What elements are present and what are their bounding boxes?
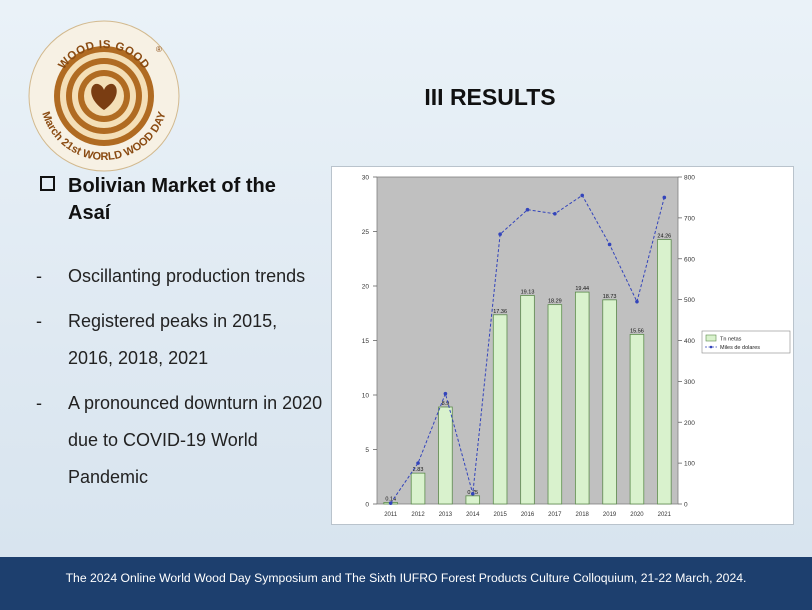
world-wood-day-logo: WOOD IS GOOD ® March 21st WORLD WOOD DAY (28, 20, 180, 172)
y-right-tick-label: 400 (684, 338, 695, 345)
y-right-tick-label: 700 (684, 215, 695, 222)
y-right-tick-label: 200 (684, 420, 695, 427)
bullet-dash: - (36, 311, 42, 331)
y-left-tick-label: 0 (365, 502, 369, 509)
y-left-tick-label: 15 (362, 338, 370, 345)
y-left-tick-label: 30 (362, 175, 370, 182)
chart-legend: Tn netas Miles de dolares (701, 330, 791, 354)
bar (602, 299, 617, 505)
x-tick-label: 2014 (466, 512, 480, 518)
heart-icon (91, 83, 117, 110)
bar (465, 495, 481, 505)
x-tick-label: 2015 (493, 512, 507, 518)
x-tick-label: 2011 (384, 512, 398, 518)
line-point (498, 232, 502, 237)
y-right-tick-label: 500 (684, 297, 695, 304)
chart-panel: 0 5 10 15 20 25 30 0 100 200 300 400 500 600 700 800 0.1… (331, 166, 794, 525)
bullet-list: - Oscillanting production trends - Registe… (36, 258, 326, 504)
bar-value-label: 2.83 (413, 467, 424, 473)
y-right-tick-label: 0 (684, 502, 688, 509)
heading-line-1: Bolivian Market of the (68, 175, 276, 197)
footer-bar: The 2024 Online World Wood Day Symposium… (0, 557, 812, 610)
bar-value-label: 0.14 (385, 496, 396, 502)
bar (410, 472, 426, 505)
line-point (470, 491, 475, 496)
bar-value-label: 24.26 (657, 234, 671, 240)
asai-market-chart: 05101520253001002003004005006007008000.1… (362, 175, 791, 518)
bar-value-label: 15.56 (630, 328, 644, 334)
legend-label: Miles de dolares (720, 345, 760, 351)
bar-value-label: 19.44 (575, 286, 589, 292)
bar (657, 239, 672, 505)
bullet-dash: - (36, 393, 42, 413)
line-point (662, 195, 667, 200)
y-right-tick-label: 600 (684, 256, 695, 263)
x-tick-label: 2012 (411, 512, 425, 518)
y-left-tick-label: 20 (362, 284, 370, 291)
slide-title: III RESULTS (424, 84, 556, 110)
x-tick-label: 2020 (630, 512, 644, 518)
bar (629, 333, 645, 505)
line-point (443, 391, 448, 396)
line-point (553, 211, 557, 216)
bar-value-label: 18.73 (603, 294, 617, 300)
x-tick-label: 2018 (576, 512, 590, 518)
y-left-tick-label: 10 (362, 393, 370, 400)
legend-label: Tn netas (720, 337, 742, 343)
line-point (580, 193, 585, 198)
legend-bar-swatch (705, 334, 717, 342)
bar (520, 295, 535, 505)
x-tick-label: 2019 (603, 512, 617, 518)
bullet-item: - Oscillanting production trends (36, 258, 326, 295)
line-point (635, 299, 639, 304)
heading-line-2: Asaí (68, 202, 111, 224)
y-left-tick-label: 25 (362, 229, 370, 236)
y-right-tick-label: 800 (684, 175, 695, 182)
bar-value-label: 19.13 (521, 289, 535, 295)
line-series (390, 194, 665, 504)
bar-value-label: 8.9 (442, 401, 450, 407)
bullet-dash: - (36, 266, 42, 286)
y-right-tick-label: 100 (684, 461, 695, 468)
line-point (607, 242, 612, 247)
bar (438, 406, 453, 505)
bar (492, 314, 508, 505)
line-point (416, 461, 420, 465)
logo-registered-mark: ® (156, 45, 162, 54)
line-point (388, 501, 393, 505)
y-left-tick-label: 5 (365, 447, 369, 454)
bullet-item: - Registered peaks in 2015, 2016, 2018, 2… (36, 303, 326, 377)
x-tick-label: 2021 (658, 512, 672, 518)
y-right-tick-label: 300 (684, 379, 695, 386)
bar (547, 304, 563, 505)
bar-value-label: 18.29 (548, 299, 562, 305)
footer-text: The 2024 Online World Wood Day Symposium… (65, 571, 747, 585)
bar-value-label: 17.36 (493, 309, 507, 315)
bullet-item: -A pronounced downturn in 2020 due to CO… (36, 385, 326, 496)
line-point (525, 207, 530, 212)
bar (574, 291, 590, 505)
checkbox-bullet-icon (40, 176, 55, 191)
section-heading: Bolivian Market of the Asaí (40, 173, 315, 227)
x-tick-label: 2016 (521, 512, 535, 518)
x-tick-label: 2013 (439, 512, 453, 518)
x-tick-label: 2017 (548, 512, 562, 518)
